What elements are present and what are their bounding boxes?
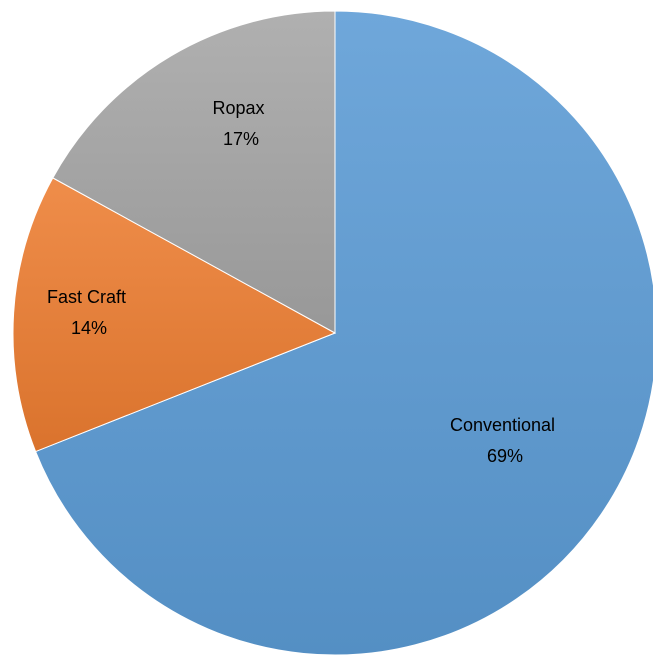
slices-layer <box>12 10 653 655</box>
pie-slice-ropax <box>52 10 336 334</box>
data-label-fast-craft: Fast Craft 14% <box>47 287 131 338</box>
data-label-conventional: Conventional 69% <box>450 415 560 466</box>
data-label-conventional-percent: 69% <box>487 446 523 466</box>
labels-layer: Conventional 69% Fast Craft 14% Ropax 17… <box>47 98 560 466</box>
pie-slice-fast-craft <box>12 177 337 453</box>
data-label-fast-craft-name: Fast Craft <box>47 287 126 307</box>
data-label-ropax-name: Ropax <box>212 98 264 118</box>
data-label-conventional-name: Conventional <box>450 415 555 435</box>
data-label-fast-craft-percent: 14% <box>71 318 107 338</box>
data-label-ropax: Ropax 17% <box>212 98 269 149</box>
data-label-ropax-percent: 17% <box>223 129 259 149</box>
pie-slice-conventional <box>34 10 653 655</box>
